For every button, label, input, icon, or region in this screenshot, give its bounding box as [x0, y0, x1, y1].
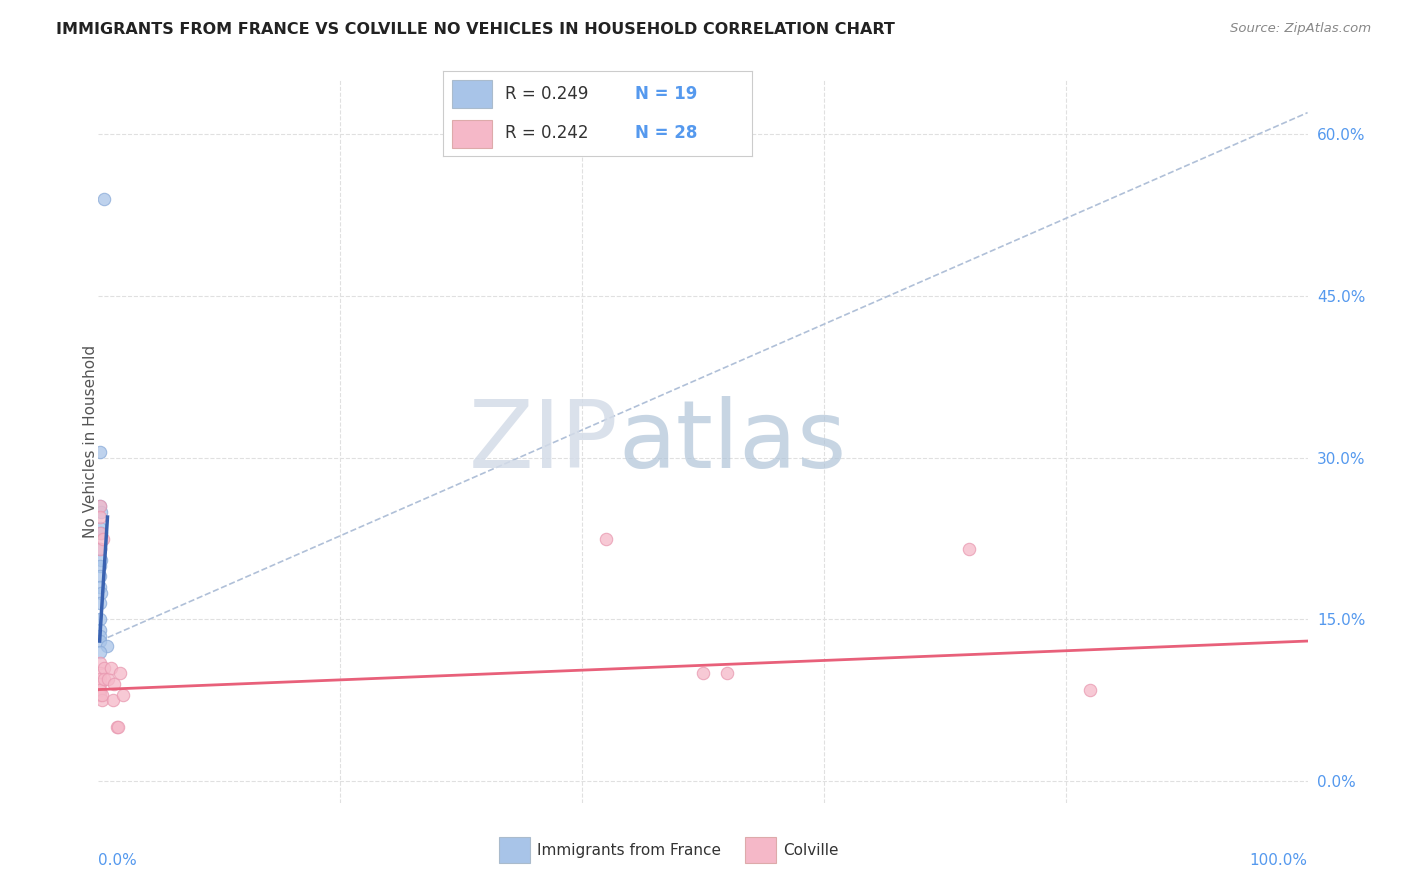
Point — [89, 521, 111, 535]
Point — [90, 526, 112, 541]
Point — [90, 505, 112, 519]
Point — [692, 666, 714, 681]
Point — [89, 542, 111, 557]
Point — [90, 585, 112, 599]
Point — [89, 672, 111, 686]
Text: atlas: atlas — [619, 395, 846, 488]
FancyBboxPatch shape — [453, 120, 492, 147]
Point — [111, 688, 134, 702]
Point — [89, 629, 111, 643]
Point — [107, 720, 129, 734]
Point — [105, 720, 128, 734]
Point — [89, 645, 111, 659]
Point — [89, 558, 111, 573]
Point — [93, 192, 115, 206]
Text: Colville: Colville — [783, 843, 838, 857]
Point — [100, 661, 122, 675]
Point — [89, 500, 111, 514]
Point — [91, 693, 114, 707]
Text: R = 0.242: R = 0.242 — [505, 124, 588, 142]
Point — [91, 688, 114, 702]
Point — [108, 666, 131, 681]
Point — [97, 672, 120, 686]
Point — [89, 612, 111, 626]
Point — [89, 526, 111, 541]
Point — [89, 510, 111, 524]
Point — [89, 656, 111, 670]
Point — [103, 677, 125, 691]
Point — [89, 500, 111, 514]
Text: IMMIGRANTS FROM FRANCE VS COLVILLE NO VEHICLES IN HOUSEHOLD CORRELATION CHART: IMMIGRANTS FROM FRANCE VS COLVILLE NO VE… — [56, 22, 896, 37]
Text: Immigrants from France: Immigrants from France — [537, 843, 721, 857]
Point — [89, 634, 111, 648]
Point — [89, 569, 111, 583]
Point — [595, 532, 617, 546]
Point — [101, 693, 124, 707]
Text: N = 19: N = 19 — [634, 86, 697, 103]
Point — [89, 542, 111, 557]
Point — [93, 661, 115, 675]
Point — [90, 553, 112, 567]
Point — [89, 677, 111, 691]
Text: 0.0%: 0.0% — [98, 854, 138, 869]
FancyBboxPatch shape — [453, 80, 492, 108]
Point — [93, 672, 115, 686]
Text: Source: ZipAtlas.com: Source: ZipAtlas.com — [1230, 22, 1371, 36]
Point — [96, 640, 118, 654]
Point — [716, 666, 738, 681]
Point — [91, 532, 114, 546]
Point — [957, 542, 980, 557]
Text: N = 28: N = 28 — [634, 124, 697, 142]
Point — [89, 682, 111, 697]
Point — [89, 445, 111, 459]
Text: ZIP: ZIP — [468, 395, 619, 488]
Text: 100.0%: 100.0% — [1250, 854, 1308, 869]
Point — [89, 624, 111, 638]
Point — [89, 666, 111, 681]
Y-axis label: No Vehicles in Household: No Vehicles in Household — [83, 345, 97, 538]
Text: R = 0.249: R = 0.249 — [505, 86, 588, 103]
Point — [89, 688, 111, 702]
Point — [89, 580, 111, 594]
Point — [1078, 682, 1101, 697]
Point — [89, 596, 111, 610]
